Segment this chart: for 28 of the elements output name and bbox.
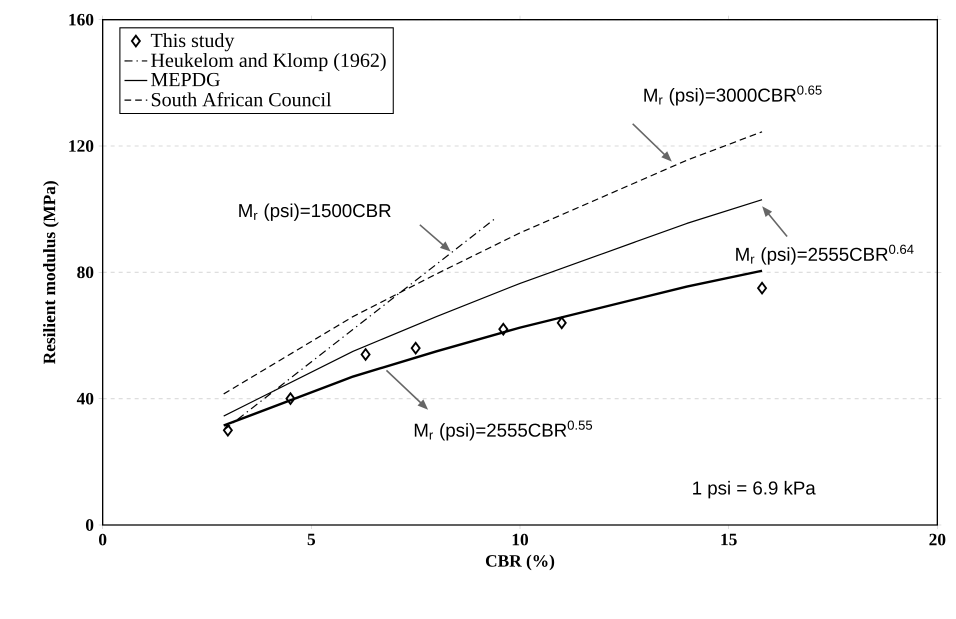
y-axis-title: Resilient modulus (MPa) — [43, 181, 59, 364]
y-tick-label: 80 — [77, 266, 94, 278]
annotation: 1 psi = 6.9 kPa — [693, 480, 816, 498]
point — [222, 424, 233, 437]
point — [286, 392, 296, 405]
y-tick-label: 0 — [86, 519, 94, 531]
y-tick-label: 40 — [76, 392, 94, 405]
legend-label: South African Council — [152, 92, 332, 106]
annotation: M$_{r}$ (psi)=2555CBR$^{0.64}$ — [736, 244, 914, 265]
legend-label: Heukelom and Klomp (1962) — [151, 53, 386, 72]
x-axis-title: CBR (%) — [486, 554, 554, 570]
y-tick-label: 160 — [69, 14, 94, 26]
legend-label: This study — [150, 33, 234, 52]
point — [556, 316, 567, 330]
annotation: M$_{r}$ (psi)=1500CBR — [239, 203, 391, 221]
point — [410, 342, 421, 354]
point — [757, 282, 767, 294]
y-tick-label: 120 — [69, 140, 94, 152]
x-tick-label: 15 — [721, 534, 737, 546]
x-tick-label: 0 — [99, 534, 106, 546]
x-tick-label: 5 — [308, 534, 316, 546]
legend-label: MEPDG — [151, 72, 220, 86]
point — [498, 322, 508, 336]
x-tick-label: 20 — [929, 534, 946, 546]
annotation: M$_{r}$ (psi)=2555CBR$^{0.55}$ — [414, 420, 592, 440]
annotation: M$_{r}$ (psi)=3000CBR$^{0.65}$ — [644, 85, 822, 106]
point — [360, 348, 371, 361]
x-tick-label: 10 — [512, 534, 528, 546]
